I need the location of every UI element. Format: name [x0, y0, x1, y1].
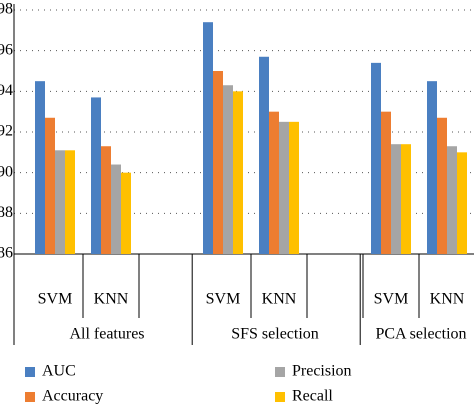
legend-swatch: [25, 392, 35, 402]
bar: [401, 144, 411, 254]
bar: [223, 85, 233, 254]
bar: [381, 111, 391, 255]
legend-label: Precision: [292, 363, 352, 380]
bar: [391, 144, 401, 254]
bar: [203, 22, 213, 255]
bar: [35, 81, 45, 255]
x-tick-label: SVM: [374, 291, 409, 308]
x-tick-label: KNN: [94, 291, 129, 308]
bar: [269, 111, 279, 255]
legend-label: Recall: [292, 388, 333, 405]
y-tick-label: 96: [0, 41, 13, 58]
y-tick-label: 98: [0, 1, 13, 18]
legend-swatch: [275, 392, 285, 402]
legend-label: AUC: [42, 363, 76, 380]
bar: [65, 150, 75, 254]
bar: [91, 97, 101, 254]
group-label: PCA selection: [375, 326, 466, 343]
group-label: All features: [69, 326, 144, 343]
bar: [427, 81, 437, 255]
y-tick-label: 92: [0, 123, 13, 140]
x-tick-label: KNN: [262, 291, 297, 308]
y-tick-label: 88: [0, 204, 13, 221]
bar: [101, 146, 111, 254]
bar: [447, 146, 457, 254]
y-tick-label: 94: [0, 82, 13, 99]
bar: [55, 150, 65, 254]
group-label: SFS selection: [231, 326, 319, 343]
bar: [371, 62, 381, 254]
legend-swatch: [275, 367, 285, 377]
bar: [259, 56, 269, 255]
x-tick-label: KNN: [430, 291, 465, 308]
bar: [111, 164, 121, 254]
bar: [45, 117, 55, 255]
bar: [457, 152, 467, 254]
bar: [279, 121, 289, 254]
y-tick-label: 90: [0, 163, 13, 180]
bar: [289, 121, 299, 254]
legend-swatch: [25, 367, 35, 377]
bar: [121, 172, 131, 254]
y-tick-label: 86: [0, 245, 13, 262]
bar: [213, 71, 223, 254]
bar: [233, 91, 243, 254]
x-tick-label: SVM: [38, 291, 73, 308]
legend-label: Accuracy: [42, 388, 103, 405]
x-tick-label: SVM: [206, 291, 241, 308]
bar: [437, 117, 447, 255]
